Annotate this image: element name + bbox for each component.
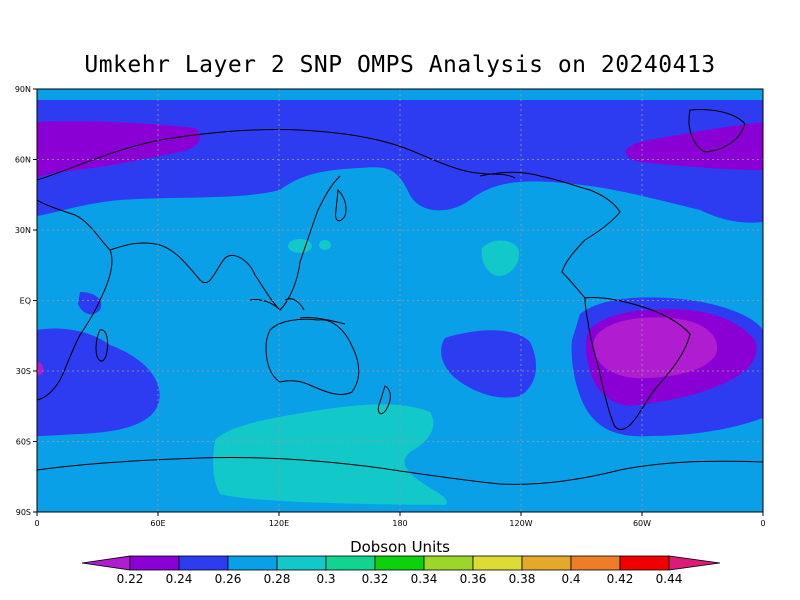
colorbar-tick-label: 0.24: [166, 572, 193, 586]
lon-tick-label: 60W: [633, 519, 651, 528]
colorbar-swatch: [325, 555, 376, 571]
lon-tick-label: 120E: [269, 519, 289, 528]
lon-tick-label: 180: [392, 519, 407, 528]
colorbar-tick-label: 0.36: [460, 572, 487, 586]
lon-tick-label: 60E: [150, 519, 165, 528]
colorbar-tick-label: 0.4: [561, 572, 580, 586]
lat-tick-label: 30S: [16, 367, 31, 376]
colorbar-high-extend: [668, 555, 721, 571]
colorbar-tick-label: 0.3: [316, 572, 335, 586]
colorbar-swatch: [178, 555, 229, 571]
colorbar-swatch: [129, 555, 180, 571]
colorbar-swatch: [472, 555, 523, 571]
lat-tick-label: 90N: [15, 85, 31, 94]
graticule: [37, 89, 763, 512]
lon-tick-label: 0: [760, 519, 765, 528]
colorbar-swatch: [521, 555, 572, 571]
ozone-field: [37, 89, 763, 512]
colorbar-tick-label: 0.42: [607, 572, 634, 586]
colorbar-tick-label: 0.38: [509, 572, 536, 586]
colorbar-label: Dobson Units: [350, 538, 450, 556]
map-title: Umkehr Layer 2 SNP OMPS Analysis on 2024…: [84, 52, 716, 78]
colorbar: Dobson Units 0.22 0.24 0.26 0.28 0.3 0.32 0.34 0…: [81, 538, 721, 586]
colorbar-tick-label: 0.26: [215, 572, 242, 586]
lat-tick-label: 60N: [15, 156, 31, 165]
colorbar-swatch: [276, 555, 327, 571]
colorbar-tick-label: 0.22: [117, 572, 144, 586]
lon-tick-label: 120W: [509, 519, 532, 528]
colorbar-tick-label: 0.44: [656, 572, 683, 586]
lon-tick-label: 0: [34, 519, 39, 528]
colorbar-tick-label: 0.34: [411, 572, 438, 586]
colorbar-low-extend: [81, 555, 131, 571]
coastlines: [37, 109, 763, 485]
colorbar-tick-label: 0.28: [264, 572, 291, 586]
lat-tick-label: EQ: [20, 297, 31, 306]
colorbar-swatch: [619, 555, 670, 571]
colorbar-tick-label: 0.32: [362, 572, 389, 586]
colorbar-swatch: [570, 555, 621, 571]
lat-tick-label: 60S: [16, 438, 31, 447]
lat-tick-label: 30N: [15, 226, 31, 235]
colorbar-swatch: [423, 555, 474, 571]
colorbar-swatch: [374, 555, 425, 571]
lat-tick-label: 90S: [16, 508, 31, 517]
colorbar-swatch: [227, 555, 278, 571]
